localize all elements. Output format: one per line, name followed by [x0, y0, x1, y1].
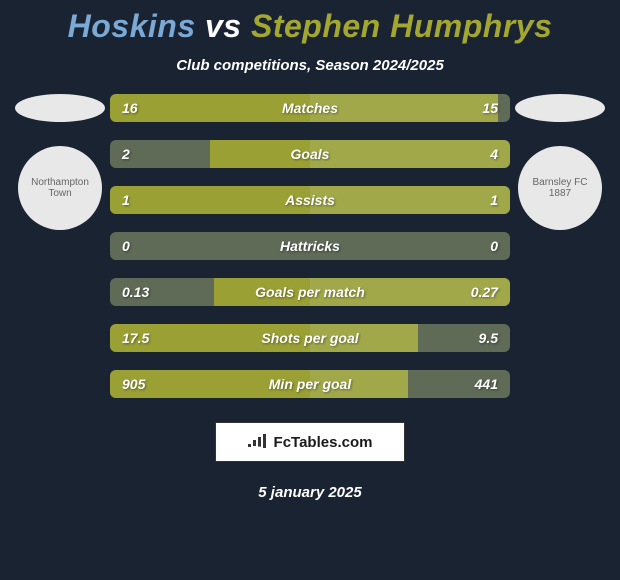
player2-avatar-placeholder — [515, 94, 605, 122]
stat-left-value: 17.5 — [122, 330, 149, 346]
snapshot-date: 5 january 2025 — [0, 484, 620, 501]
stat-right-value: 0 — [490, 238, 498, 254]
stat-right-value: 0.27 — [471, 284, 498, 300]
stat-labels: 17.5 Shots per goal 9.5 — [110, 324, 510, 352]
stat-labels: 16 Matches 15 — [110, 94, 510, 122]
stat-label: Goals — [291, 146, 330, 162]
comparison-title: Hoskins vs Stephen Humphrys — [0, 0, 620, 45]
stat-row: 905 Min per goal 441 — [110, 370, 510, 398]
comparison-bars: 16 Matches 15 2 Goals 4 1 Assists 1 0 Hattricks 0 0.… — [110, 94, 510, 398]
vs-text: vs — [205, 8, 242, 44]
player1-name: Hoskins — [68, 8, 196, 44]
stat-labels: 1 Assists 1 — [110, 186, 510, 214]
stat-right-value: 441 — [475, 376, 498, 392]
stat-row: 0.13 Goals per match 0.27 — [110, 278, 510, 306]
stat-left-value: 1 — [122, 192, 130, 208]
stat-labels: 0 Hattricks 0 — [110, 232, 510, 260]
subtitle: Club competitions, Season 2024/2025 — [0, 57, 620, 74]
player1-club-crest: Northampton Town — [18, 146, 102, 230]
stat-left-value: 0 — [122, 238, 130, 254]
stat-row: 0 Hattricks 0 — [110, 232, 510, 260]
stat-labels: 2 Goals 4 — [110, 140, 510, 168]
stat-row: 16 Matches 15 — [110, 94, 510, 122]
player2-name: Stephen Humphrys — [251, 8, 552, 44]
player1-avatar-placeholder — [15, 94, 105, 122]
comparison-content: Northampton Town Barnsley FC 1887 16 Matc… — [0, 94, 620, 398]
stat-right-value: 15 — [482, 100, 498, 116]
stat-left-value: 905 — [122, 376, 145, 392]
stat-label: Shots per goal — [261, 330, 358, 346]
fctables-logo: FcTables.com — [215, 422, 405, 462]
stat-label: Matches — [282, 100, 338, 116]
player2-column: Barnsley FC 1887 — [510, 94, 610, 230]
stat-label: Min per goal — [269, 376, 351, 392]
stat-right-value: 4 — [490, 146, 498, 162]
stat-left-value: 2 — [122, 146, 130, 162]
stat-labels: 905 Min per goal 441 — [110, 370, 510, 398]
stat-left-value: 16 — [122, 100, 138, 116]
stat-labels: 0.13 Goals per match 0.27 — [110, 278, 510, 306]
stat-label: Assists — [285, 192, 335, 208]
stat-right-value: 1 — [490, 192, 498, 208]
stat-row: 1 Assists 1 — [110, 186, 510, 214]
stat-left-value: 0.13 — [122, 284, 149, 300]
stat-row: 2 Goals 4 — [110, 140, 510, 168]
logo-text: FcTables.com — [274, 434, 373, 451]
stat-label: Hattricks — [280, 238, 340, 254]
player2-club-crest: Barnsley FC 1887 — [518, 146, 602, 230]
chart-icon — [248, 434, 268, 450]
stat-right-value: 9.5 — [479, 330, 498, 346]
stat-row: 17.5 Shots per goal 9.5 — [110, 324, 510, 352]
player1-column: Northampton Town — [10, 94, 110, 230]
stat-label: Goals per match — [255, 284, 365, 300]
